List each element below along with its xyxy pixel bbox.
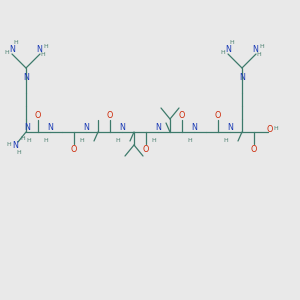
- Text: O: O: [215, 110, 221, 119]
- Text: H: H: [14, 40, 18, 46]
- Text: O: O: [71, 145, 77, 154]
- Text: H: H: [27, 137, 32, 142]
- Text: O: O: [251, 145, 257, 154]
- Text: O: O: [267, 124, 273, 134]
- Text: H: H: [21, 136, 26, 142]
- Text: N: N: [36, 44, 42, 53]
- Text: H: H: [116, 137, 120, 142]
- Text: N: N: [239, 74, 245, 82]
- Text: H: H: [224, 137, 228, 142]
- Text: O: O: [107, 110, 113, 119]
- Text: H: H: [80, 137, 84, 142]
- Text: O: O: [143, 145, 149, 154]
- Text: N: N: [155, 122, 161, 131]
- Text: N: N: [9, 44, 15, 53]
- Text: H: H: [256, 52, 261, 56]
- Text: N: N: [252, 44, 258, 53]
- Text: H: H: [188, 137, 192, 142]
- Text: O: O: [35, 110, 41, 119]
- Text: H: H: [16, 151, 21, 155]
- Text: H: H: [260, 44, 264, 50]
- Text: H: H: [152, 137, 156, 142]
- Text: N: N: [83, 122, 89, 131]
- Text: N: N: [23, 74, 29, 82]
- Text: N: N: [12, 142, 18, 151]
- Text: H: H: [4, 50, 9, 56]
- Text: H: H: [40, 52, 45, 56]
- Text: O: O: [179, 110, 185, 119]
- Text: H: H: [7, 142, 11, 146]
- Text: N: N: [227, 122, 233, 131]
- Text: H: H: [274, 127, 278, 131]
- Text: N: N: [24, 122, 30, 131]
- Text: N: N: [119, 122, 125, 131]
- Text: H: H: [44, 137, 48, 142]
- Text: H: H: [44, 44, 48, 50]
- Text: N: N: [225, 44, 231, 53]
- Text: H: H: [220, 50, 225, 56]
- Text: N: N: [47, 122, 53, 131]
- Text: N: N: [191, 122, 197, 131]
- Text: H: H: [230, 40, 234, 46]
